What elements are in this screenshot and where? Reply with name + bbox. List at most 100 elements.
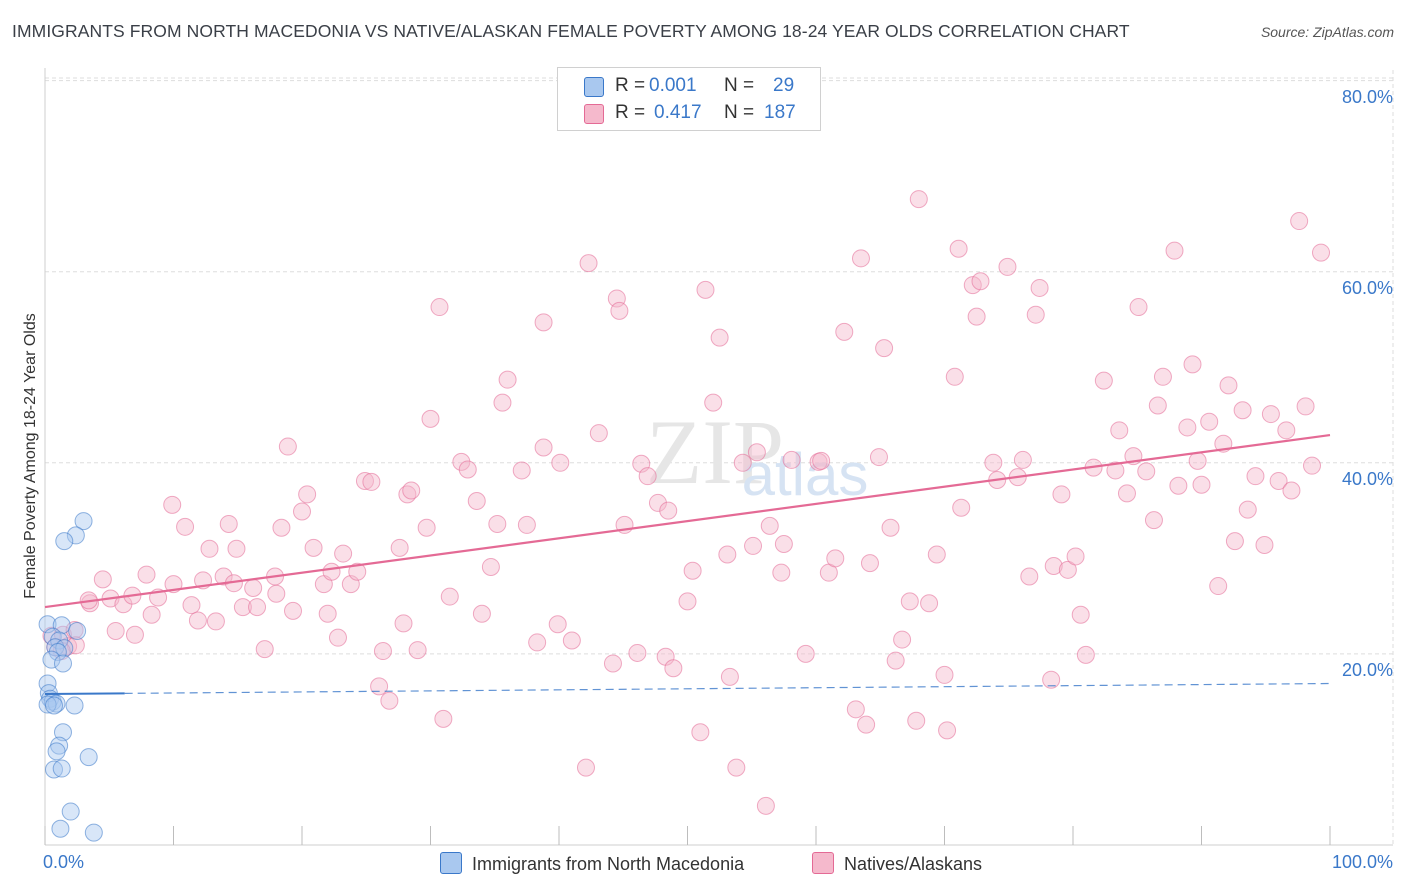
point-natives <box>860 554 879 573</box>
point-natives <box>322 562 341 581</box>
point-natives <box>272 518 291 537</box>
point-natives <box>927 545 946 564</box>
point-natives <box>638 467 657 486</box>
point-immigrants <box>55 532 74 551</box>
point-natives <box>1246 467 1265 486</box>
point-natives <box>1255 535 1274 554</box>
point-natives <box>362 472 381 491</box>
point-natives <box>1026 305 1045 324</box>
point-natives <box>328 628 347 647</box>
point-natives <box>534 438 553 457</box>
point-natives <box>458 460 477 479</box>
point-natives <box>481 557 500 576</box>
point-natives <box>935 665 954 684</box>
point-natives <box>1219 376 1238 395</box>
grid-layer <box>45 70 1394 845</box>
point-natives <box>1071 605 1090 624</box>
legend-item-immigrants: Immigrants from North Macedonia <box>440 852 744 875</box>
point-natives <box>727 758 746 777</box>
point-natives <box>1094 371 1113 390</box>
point-natives <box>304 538 323 557</box>
point-natives <box>512 461 531 480</box>
point-natives <box>334 544 353 563</box>
point-natives <box>835 322 854 341</box>
point-natives <box>1076 645 1095 664</box>
point-natives <box>1233 401 1252 420</box>
point-natives <box>756 796 775 815</box>
point-natives <box>370 677 389 696</box>
point-natives <box>1290 212 1309 231</box>
point-natives <box>1144 511 1163 530</box>
point-natives <box>718 545 737 564</box>
point-natives <box>188 611 207 630</box>
point-immigrants <box>44 696 63 715</box>
point-natives <box>603 654 622 673</box>
point-natives <box>1169 476 1188 495</box>
point-natives <box>1137 462 1156 481</box>
point-natives <box>1106 461 1125 480</box>
point-natives <box>233 598 252 617</box>
legend-label: Natives/Alaskans <box>844 854 983 874</box>
point-natives <box>678 592 697 611</box>
point-natives <box>998 257 1017 276</box>
point-immigrants <box>68 621 87 640</box>
point-natives <box>380 691 399 710</box>
x-tick-label-max: 100.0% <box>1331 852 1393 872</box>
x-tick-label-min: 0.0% <box>43 852 85 872</box>
point-natives <box>106 621 125 640</box>
point-natives <box>1020 567 1039 586</box>
legend-swatch-blue <box>440 852 462 874</box>
point-natives <box>869 448 888 467</box>
point-natives <box>691 723 710 742</box>
point-natives <box>760 516 779 535</box>
point-immigrants <box>48 642 67 661</box>
point-natives <box>907 711 926 730</box>
point-natives <box>548 615 567 634</box>
point-natives <box>720 667 739 686</box>
point-natives <box>1296 397 1315 416</box>
point-natives <box>710 328 729 347</box>
point-natives <box>1013 450 1032 469</box>
watermark-atlas: atlas <box>742 441 869 508</box>
point-natives <box>248 598 267 617</box>
point-natives <box>182 596 201 615</box>
point-immigrants <box>79 748 98 767</box>
point-natives <box>355 471 374 490</box>
point-natives <box>1269 471 1288 490</box>
point-natives <box>206 612 225 631</box>
point-natives <box>886 651 905 670</box>
point-natives <box>137 565 156 584</box>
point-natives <box>589 424 608 443</box>
point-natives <box>648 493 667 512</box>
n-label: N = <box>724 75 755 96</box>
point-natives <box>373 642 392 661</box>
point-natives <box>826 549 845 568</box>
point-natives <box>1225 532 1244 551</box>
point-immigrants <box>53 723 72 742</box>
point-natives <box>772 563 791 582</box>
point-natives <box>1148 396 1167 415</box>
point-natives <box>394 614 413 633</box>
trend-layer <box>44 434 1331 696</box>
point-immigrants <box>51 819 70 838</box>
trendline-natives <box>44 434 1331 609</box>
point-natives <box>696 280 715 299</box>
point-natives <box>747 443 766 462</box>
point-natives <box>493 393 512 412</box>
chart-title: IMMIGRANTS FROM NORTH MACEDONIA VS NATIV… <box>12 21 1130 41</box>
point-natives <box>664 659 683 678</box>
r-value: 0.001 <box>649 75 697 96</box>
n-value: 187 <box>764 102 796 123</box>
point-natives <box>733 453 752 472</box>
point-natives <box>984 453 1003 472</box>
point-natives <box>851 249 870 268</box>
point-natives <box>1042 670 1061 689</box>
point-natives <box>434 709 453 728</box>
point-natives <box>971 272 990 291</box>
point-immigrants <box>66 526 85 545</box>
point-natives <box>298 485 317 504</box>
point-natives <box>576 758 595 777</box>
point-natives <box>900 592 919 611</box>
point-immigrants <box>38 695 57 714</box>
